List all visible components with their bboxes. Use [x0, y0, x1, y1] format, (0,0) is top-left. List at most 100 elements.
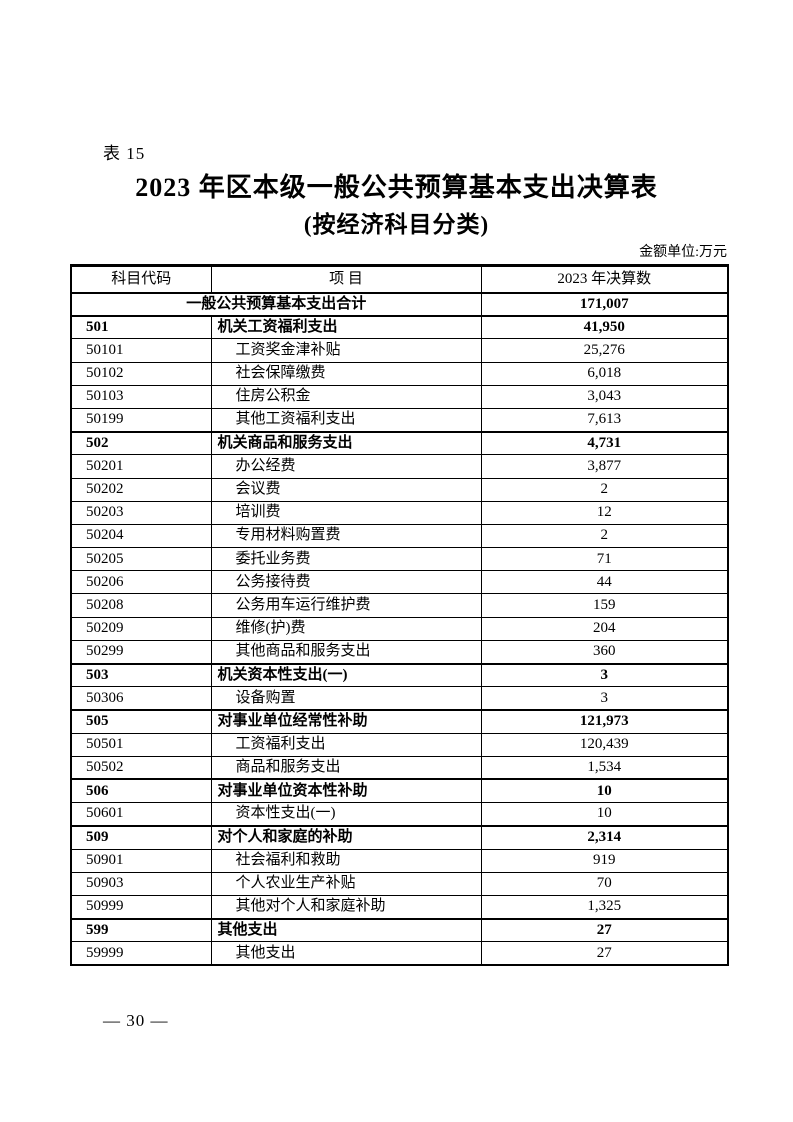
table-row: 50199 其他工资福利支出 7,613 — [70, 407, 729, 433]
amount-cell: 71 — [480, 547, 729, 572]
item-name-cell: 机关工资福利支出 — [210, 314, 482, 340]
table-row: 506 对事业单位资本性补助 10 — [70, 778, 729, 804]
table-row: 50501 工资福利支出 120,439 — [70, 732, 729, 757]
subject-code-cell: 505 — [70, 708, 212, 734]
amount-cell: 70 — [480, 871, 729, 896]
subject-code-cell: 50102 — [70, 361, 212, 386]
item-name-cell: 其他工资福利支出 — [210, 407, 482, 433]
table-body: 一般公共预算基本支出合计 171,007 501 机关工资福利支出 41,950 50… — [70, 291, 729, 966]
header-subject-code: 科目代码 — [70, 265, 212, 294]
table-row: 50101 工资奖金津补贴 25,276 — [70, 338, 729, 363]
subject-code-cell: 501 — [70, 314, 212, 340]
amount-cell: 360 — [480, 639, 729, 665]
item-name-cell: 个人农业生产补贴 — [210, 871, 482, 896]
amount-cell: 159 — [480, 593, 729, 618]
table-row: 50203 培训费 12 — [70, 500, 729, 525]
amount-cell: 2,314 — [480, 824, 729, 850]
amount-cell: 3 — [480, 662, 729, 688]
amount-cell: 6,018 — [480, 361, 729, 386]
amount-cell: 27 — [480, 917, 729, 943]
amount-cell: 4,731 — [480, 430, 729, 456]
item-name-cell: 其他支出 — [210, 941, 482, 966]
table-label: 表 15 — [103, 144, 146, 163]
item-name-cell: 维修(护)费 — [210, 616, 482, 641]
subject-code-cell: 50203 — [70, 500, 212, 525]
amount-cell: 3 — [480, 686, 729, 711]
item-name-cell: 会议费 — [210, 477, 482, 502]
header-final-accounts: 2023 年决算数 — [480, 265, 729, 294]
subject-code-cell: 50601 — [70, 802, 212, 827]
amount-cell: 2 — [480, 477, 729, 502]
amount-cell: 41,950 — [480, 314, 729, 340]
item-name-cell: 公务接待费 — [210, 570, 482, 595]
item-name-cell: 社会保障缴费 — [210, 361, 482, 386]
table-row: 50901 社会福利和救助 919 — [70, 848, 729, 873]
amount-cell: 25,276 — [480, 338, 729, 363]
item-name-cell: 对事业单位经常性补助 — [210, 708, 482, 734]
item-name-cell: 公务用车运行维护费 — [210, 593, 482, 618]
item-name-cell: 商品和服务支出 — [210, 755, 482, 780]
amount-cell: 12 — [480, 500, 729, 525]
subject-code-cell: 50208 — [70, 593, 212, 618]
table-row: 50103 住房公积金 3,043 — [70, 384, 729, 409]
amount-cell: 1,325 — [480, 894, 729, 920]
page-title: 2023 年区本级一般公共预算基本支出决算表 — [135, 173, 658, 202]
item-name-cell: 委托业务费 — [210, 547, 482, 572]
item-name-cell: 专用材料购置费 — [210, 523, 482, 549]
item-name-cell: 办公经费 — [210, 454, 482, 479]
subject-code-cell: 50201 — [70, 454, 212, 479]
subject-code-cell: 50202 — [70, 477, 212, 502]
subject-code-cell: 50306 — [70, 686, 212, 711]
subject-code-cell: 50101 — [70, 338, 212, 363]
header-row: 科目代码 项 目 2023 年决算数 — [70, 265, 729, 294]
amount-cell: 27 — [480, 941, 729, 966]
amount-cell: 44 — [480, 570, 729, 595]
item-name-cell: 培训费 — [210, 500, 482, 525]
table-row: 50205 委托业务费 71 — [70, 547, 729, 572]
amount-cell: 1,534 — [480, 755, 729, 780]
amount-cell: 10 — [480, 802, 729, 827]
subject-code-cell: 502 — [70, 430, 212, 456]
subject-code-cell: 50299 — [70, 639, 212, 665]
subject-code-cell: 50103 — [70, 384, 212, 409]
table-row: 505 对事业单位经常性补助 121,973 — [70, 708, 729, 734]
table-row: 502 机关商品和服务支出 4,731 — [70, 430, 729, 456]
subject-code-cell: 509 — [70, 824, 212, 850]
amount-cell: 10 — [480, 778, 729, 804]
subject-code-cell: 50502 — [70, 755, 212, 780]
subject-code-cell: 506 — [70, 778, 212, 804]
total-row: 一般公共预算基本支出合计 171,007 — [70, 291, 729, 317]
subject-code-cell: 50204 — [70, 523, 212, 549]
total-label-cell: 一般公共预算基本支出合计 — [70, 291, 482, 317]
table-row: 59999 其他支出 27 — [70, 941, 729, 966]
page-subtitle: (按经济科目分类) — [303, 212, 490, 237]
item-name-cell: 资本性支出(一) — [210, 802, 482, 827]
table-row: 50201 办公经费 3,877 — [70, 454, 729, 479]
item-name-cell: 工资福利支出 — [210, 732, 482, 757]
table-row: 50102 社会保障缴费 6,018 — [70, 361, 729, 386]
subject-code-cell: 50199 — [70, 407, 212, 433]
table-row: 50204 专用材料购置费 2 — [70, 523, 729, 549]
item-name-cell: 机关商品和服务支出 — [210, 430, 482, 456]
table-row: 50299 其他商品和服务支出 360 — [70, 639, 729, 665]
item-name-cell: 设备购置 — [210, 686, 482, 711]
subject-code-cell: 50903 — [70, 871, 212, 896]
amount-cell: 121,973 — [480, 708, 729, 734]
subject-code-cell: 50206 — [70, 570, 212, 595]
subject-code-cell: 59999 — [70, 941, 212, 966]
amount-cell: 2 — [480, 523, 729, 549]
table-row: 599 其他支出 27 — [70, 917, 729, 943]
amount-cell: 919 — [480, 848, 729, 873]
item-name-cell: 对个人和家庭的补助 — [210, 824, 482, 850]
table-row: 50903 个人农业生产补贴 70 — [70, 871, 729, 896]
table-row: 50502 商品和服务支出 1,534 — [70, 755, 729, 780]
amount-cell: 3,877 — [480, 454, 729, 479]
subject-code-cell: 50999 — [70, 894, 212, 920]
item-name-cell: 社会福利和救助 — [210, 848, 482, 873]
table-row: 50208 公务用车运行维护费 159 — [70, 593, 729, 618]
table-row: 50306 设备购置 3 — [70, 686, 729, 711]
amount-cell: 7,613 — [480, 407, 729, 433]
table-row: 503 机关资本性支出(一) 3 — [70, 662, 729, 688]
subject-code-cell: 599 — [70, 917, 212, 943]
